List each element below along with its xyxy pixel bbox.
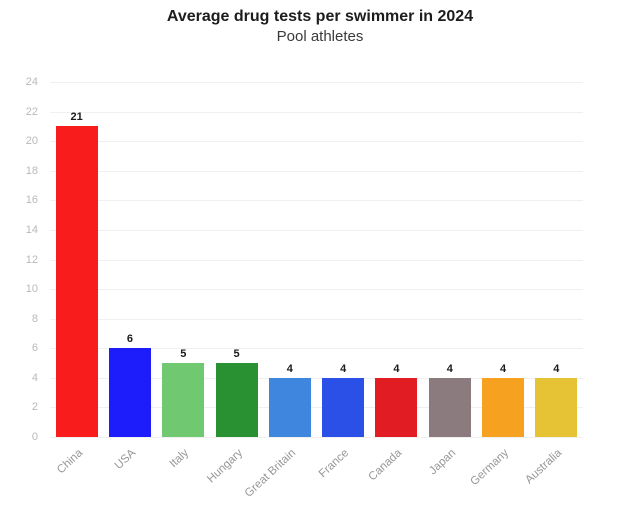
y-axis-tick-label: 8 [31,312,38,325]
grid-line [50,170,583,172]
bar-value-label: 4 [340,362,347,375]
grid-line [50,407,583,409]
bar-value-label: 4 [393,362,400,375]
bar-value-label: 4 [286,362,293,375]
y-axis-tick-label: 0 [31,431,38,443]
bar-value-label: 6 [126,333,133,346]
bar-value-label: 5 [233,348,240,361]
chart-title: Average drug tests per swimmer in 2024 [166,8,474,25]
grid-line [50,377,583,379]
bar-value-label: 21 [70,111,83,124]
grid-line [50,141,583,143]
y-axis-tick-label: 22 [25,105,38,118]
bar [215,363,258,437]
bar [535,377,578,437]
y-axis-tick-label: 6 [31,342,38,355]
chart-header: Average drug tests per swimmer in 2024 P… [0,6,640,47]
grid-line [50,437,583,438]
y-axis-tick-label: 10 [25,283,38,296]
y-axis-tick-label: 14 [25,223,38,236]
chart-subtitle: Pool athletes [276,28,364,45]
bar [428,377,471,437]
bar [268,377,311,437]
bar [322,377,365,437]
bar-value-label: 4 [499,362,507,375]
y-axis-tick-label: 20 [25,135,38,148]
y-axis-tick-label: 16 [25,194,38,207]
bar [482,377,525,437]
grid-line [50,229,583,231]
grid-line [50,82,583,83]
y-axis-tick-label: 2 [31,401,38,414]
grid-line [50,259,583,261]
y-axis-tick-label: 12 [25,253,38,266]
y-axis-tick-label: 24 [25,76,38,88]
y-axis-tick-label: 4 [31,371,38,384]
x-axis-tick-label: China [54,447,85,477]
bar-value-label: 4 [553,362,560,375]
bar-value-label: 4 [446,362,453,375]
grid-line [50,200,583,202]
bar-chart-plot-area: 0 2 4 6 8 10 12 14 16 18 20 22 24 21 China 6 USA 5 Italy 5 H… [25,76,583,500]
bar [375,377,418,437]
grid-line [50,318,583,320]
grid-line [50,111,583,113]
y-axis-tick-label: 18 [25,164,38,177]
bar-value-label: 5 [180,348,187,361]
bar [108,348,151,437]
bar [162,363,205,437]
bar [55,126,98,437]
grid-line [50,289,583,291]
grid-line [50,348,583,350]
